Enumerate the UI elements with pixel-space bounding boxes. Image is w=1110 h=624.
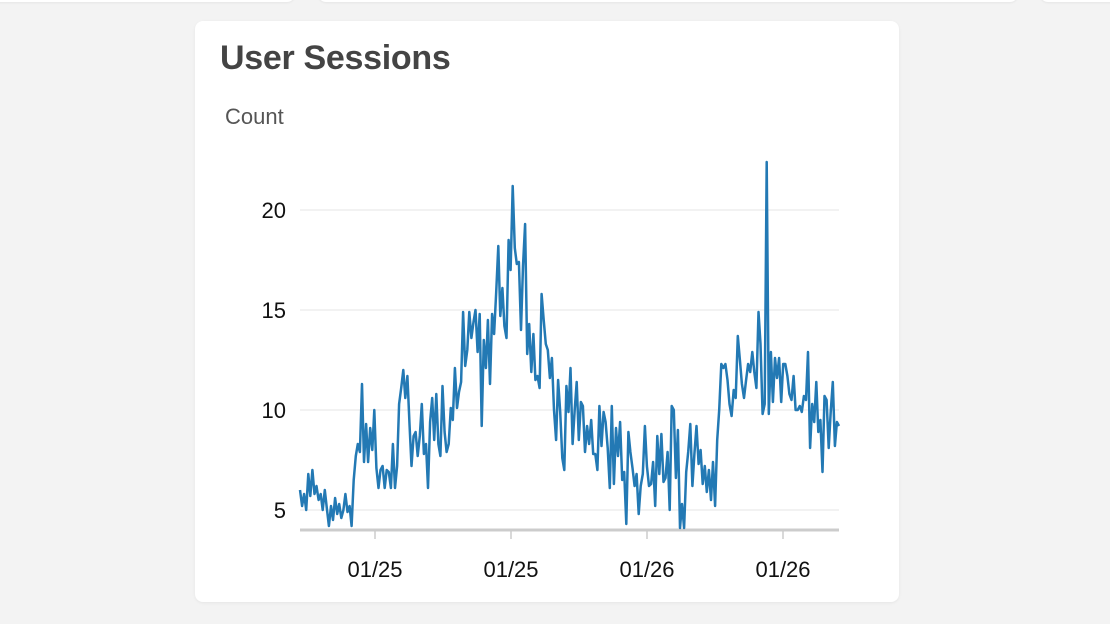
x-tick-label: 01/25 (347, 557, 402, 582)
y-axis-label: Count (225, 104, 284, 129)
adjacent-card-left (0, 0, 295, 2)
adjacent-card-top (318, 0, 1018, 2)
y-tick-label: 15 (262, 298, 286, 323)
series-line (298, 160, 841, 530)
x-tick-label: 01/26 (619, 557, 674, 582)
card-title: User Sessions (220, 39, 451, 77)
user-sessions-card: User Sessions Count 5 10 15 20 01/25 01/25 01… (195, 21, 899, 602)
x-tick-label: 01/26 (755, 557, 810, 582)
y-tick-label: 5 (274, 498, 286, 523)
y-tick-label: 20 (262, 198, 286, 223)
y-tick-label: 10 (262, 398, 286, 423)
adjacent-card-right (1040, 0, 1110, 2)
x-tick-label: 01/25 (483, 557, 538, 582)
line-chart: 5 10 15 20 01/25 01/25 01/26 01/26 (262, 160, 841, 582)
